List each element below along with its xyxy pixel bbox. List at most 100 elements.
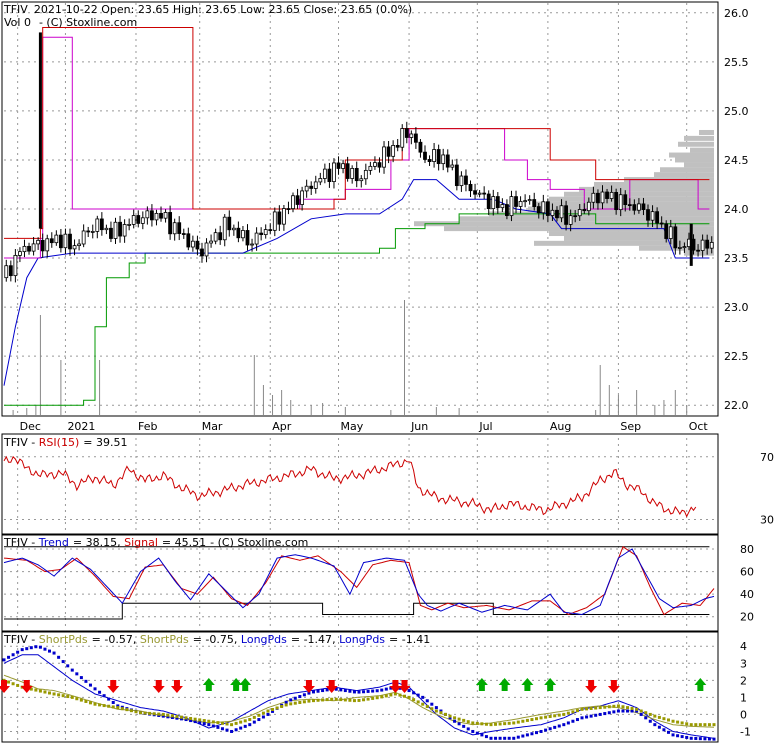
short-pds-dot	[120, 707, 124, 711]
price-tick-label: 22.5	[724, 350, 749, 363]
short-pds-dot	[539, 716, 543, 720]
short-pds-dot	[484, 722, 488, 726]
long-pds-dot	[448, 716, 452, 720]
short-pds-dot	[70, 695, 74, 699]
long-pds-dot	[539, 729, 543, 733]
candle-body	[623, 194, 628, 206]
indicator-tick-label: 30	[760, 513, 774, 526]
candle-body	[555, 209, 559, 219]
long-pds-dot	[525, 733, 529, 737]
candle-body	[190, 240, 195, 248]
long-pds-dot	[489, 736, 493, 740]
date-tick-label: Aug	[550, 420, 571, 433]
sell-arrow	[325, 680, 338, 693]
short-pds-dot	[393, 692, 397, 696]
candle-body	[477, 192, 482, 195]
long-pds-dot	[343, 689, 347, 693]
long-pds-dot	[307, 691, 311, 695]
candle-body	[350, 168, 355, 179]
candle-body	[568, 215, 573, 225]
short-pds-dot	[430, 707, 434, 711]
candle-body	[181, 233, 186, 235]
candle-body	[109, 227, 113, 239]
long-pds-dot	[635, 709, 639, 713]
candle-body	[541, 201, 546, 214]
short-pds-dot	[425, 704, 429, 708]
long-pds-dot	[580, 716, 584, 720]
date-axis: Dec 2021 Feb Mar Apr May Jun Jul Aug Sep Oct	[20, 420, 709, 433]
sell-arrow	[20, 680, 33, 693]
candle-body	[250, 243, 254, 246]
volume-at-price-bar	[699, 129, 714, 135]
long-pds-dot	[589, 714, 593, 718]
long-pds-dot	[225, 728, 229, 732]
long-pds-dot	[207, 723, 211, 727]
short-pds-dot	[457, 717, 461, 721]
long-pds-dot	[530, 732, 534, 736]
short-pds-dot	[293, 701, 297, 705]
short-pds-dot	[657, 715, 661, 719]
candle-body	[427, 159, 432, 162]
candle-body	[505, 204, 509, 217]
candle-body	[609, 191, 614, 199]
short-pds-dot	[389, 693, 393, 697]
indicator-tick-label: -1	[740, 725, 751, 738]
candle-body	[27, 245, 31, 252]
candle-body	[345, 163, 350, 179]
short-pds-dot	[79, 698, 83, 702]
candle-body	[140, 217, 145, 224]
signal-line	[3, 546, 715, 616]
long-pds-dot	[653, 723, 657, 727]
long-pds-dot	[29, 646, 33, 650]
long-pds-dot	[516, 735, 520, 739]
candle-body	[81, 230, 86, 245]
short-pds-dot	[544, 715, 548, 719]
short-pds-dot	[316, 698, 320, 702]
candle-body	[650, 211, 655, 221]
volume-at-price-bar	[489, 211, 714, 217]
long-pds-dot	[239, 726, 243, 730]
long-pds-dot	[707, 737, 711, 741]
short-pds-dot	[325, 698, 329, 702]
long-pds-dot	[412, 691, 416, 695]
candle-body	[473, 190, 477, 195]
short-pds-dot	[207, 719, 211, 723]
short-pds-dot	[575, 709, 579, 713]
candle-body	[386, 146, 391, 157]
short-pds-dot	[125, 708, 129, 712]
candle-body	[304, 185, 309, 192]
short-pds-dot	[280, 704, 284, 708]
buy-arrow	[544, 678, 557, 691]
long-pds-dot	[252, 720, 256, 724]
candle-body	[468, 184, 473, 192]
long-pds-dot	[184, 718, 188, 722]
candle-body	[40, 239, 45, 252]
long-pds-dot	[553, 725, 557, 729]
long-pds-dot	[621, 709, 625, 713]
candle-body	[186, 233, 191, 248]
short-pds-dot	[75, 697, 79, 701]
price-tick-label: 22.0	[724, 399, 749, 412]
long-pds-dot	[98, 690, 102, 694]
long-pds-dot	[471, 729, 475, 733]
candle-body	[382, 146, 386, 168]
long-pds-dot	[234, 728, 238, 732]
short-pds-dot	[594, 706, 598, 710]
candle-body	[36, 239, 41, 245]
short-pds-dot	[585, 707, 589, 711]
long-pds-dot	[512, 736, 516, 740]
price-tick-label: 24.5	[724, 154, 749, 167]
volume-at-price-bar	[654, 172, 714, 178]
short-pds-dot	[161, 712, 165, 716]
long-pds-dot	[630, 709, 634, 713]
short-pds-dot	[535, 717, 538, 721]
short-pds-dot	[343, 698, 347, 702]
long-pds-dot	[220, 727, 224, 731]
sell-arrow	[302, 680, 315, 693]
long-pds-dot	[193, 720, 197, 724]
long-pds-dot	[180, 717, 183, 721]
candle-body	[418, 141, 423, 153]
candle-body	[436, 149, 441, 165]
candle-body	[591, 192, 596, 203]
